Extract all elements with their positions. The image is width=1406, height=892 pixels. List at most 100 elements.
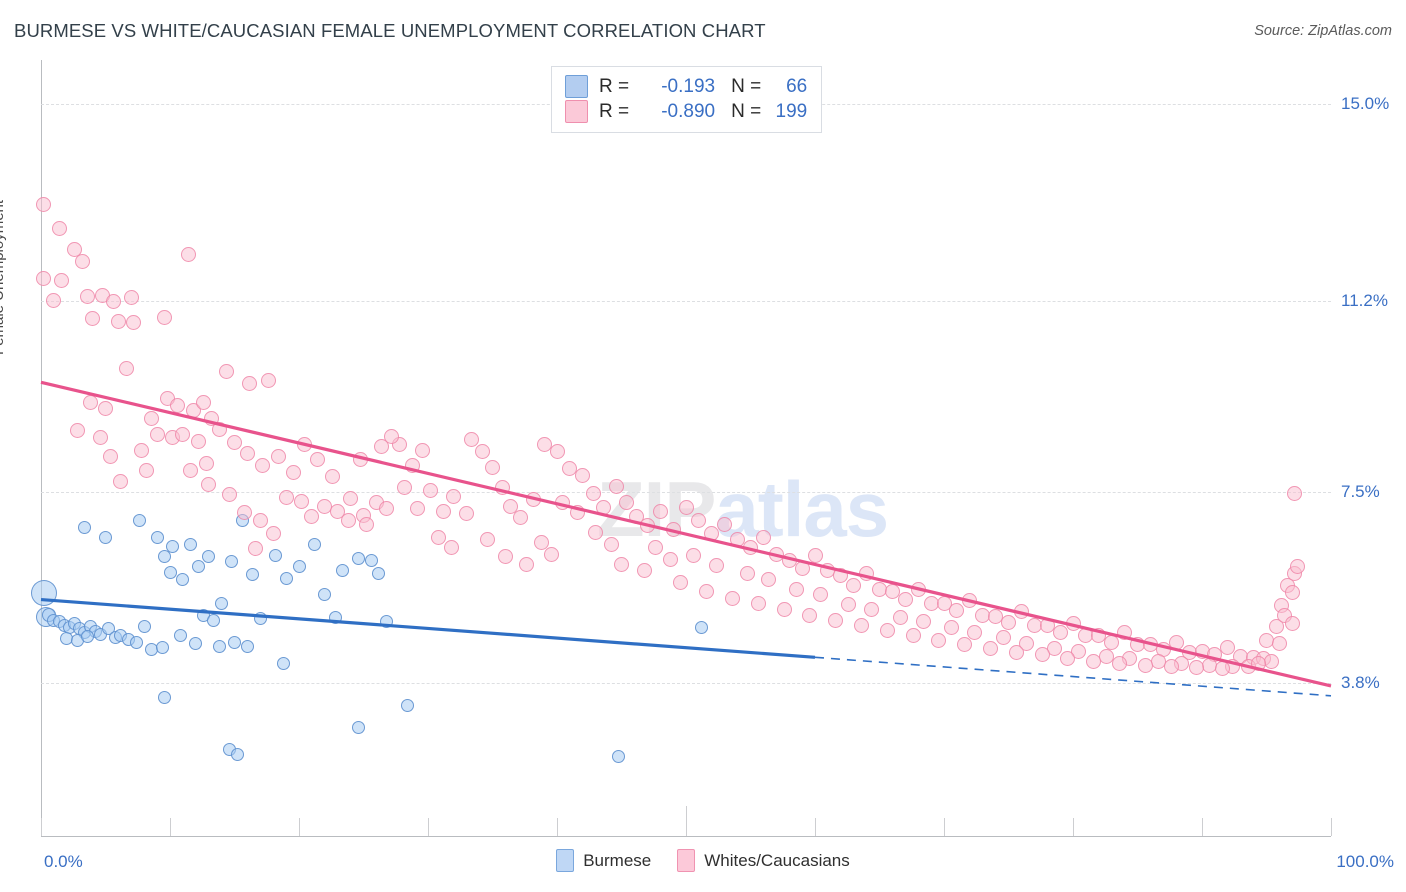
- scatter-point[interactable]: [380, 614, 394, 628]
- scatter-point[interactable]: [1271, 635, 1287, 651]
- scatter-point[interactable]: [1284, 616, 1300, 632]
- scatter-point[interactable]: [665, 521, 681, 537]
- scatter-point[interactable]: [1013, 604, 1029, 620]
- scatter-point[interactable]: [126, 314, 142, 330]
- scatter-point[interactable]: [351, 551, 365, 565]
- scatter-point[interactable]: [304, 509, 320, 525]
- scatter-point[interactable]: [1117, 625, 1133, 641]
- scatter-point[interactable]: [80, 630, 94, 644]
- scatter-point[interactable]: [802, 607, 818, 623]
- scatter-point[interactable]: [1168, 634, 1184, 650]
- scatter-point[interactable]: [910, 581, 926, 597]
- scatter-point[interactable]: [123, 289, 139, 305]
- scatter-point[interactable]: [1189, 660, 1205, 676]
- scatter-point[interactable]: [812, 586, 828, 602]
- scatter-point[interactable]: [495, 480, 511, 496]
- scatter-point[interactable]: [603, 537, 619, 553]
- scatter-point[interactable]: [129, 635, 143, 649]
- scatter-point[interactable]: [336, 564, 350, 578]
- scatter-point[interactable]: [570, 505, 586, 521]
- scatter-point[interactable]: [518, 556, 534, 572]
- scatter-point[interactable]: [750, 595, 766, 611]
- scatter-point[interactable]: [294, 493, 310, 509]
- scatter-point[interactable]: [554, 494, 570, 510]
- scatter-point[interactable]: [585, 485, 601, 501]
- scatter-point[interactable]: [944, 620, 960, 635]
- scatter-point[interactable]: [202, 550, 216, 564]
- scatter-point[interactable]: [443, 540, 459, 556]
- scatter-point[interactable]: [74, 254, 90, 270]
- scatter-point[interactable]: [372, 567, 386, 581]
- scatter-point[interactable]: [841, 597, 857, 613]
- scatter-point[interactable]: [92, 430, 108, 446]
- scatter-point[interactable]: [278, 489, 294, 505]
- scatter-point[interactable]: [309, 452, 325, 468]
- scatter-point[interactable]: [296, 436, 312, 452]
- scatter-point[interactable]: [134, 443, 150, 459]
- scatter-point[interactable]: [1052, 625, 1068, 641]
- scatter-point[interactable]: [36, 197, 52, 213]
- scatter-point[interactable]: [513, 510, 529, 526]
- scatter-point[interactable]: [183, 462, 199, 478]
- scatter-point[interactable]: [995, 630, 1011, 646]
- scatter-point[interactable]: [1289, 559, 1305, 575]
- scatter-point[interactable]: [446, 488, 462, 504]
- scatter-point[interactable]: [931, 633, 947, 649]
- scatter-point[interactable]: [619, 494, 635, 510]
- scatter-point[interactable]: [1251, 656, 1267, 672]
- scatter-point[interactable]: [1060, 651, 1076, 667]
- scatter-point[interactable]: [163, 565, 177, 579]
- scatter-point[interactable]: [98, 400, 113, 416]
- scatter-point[interactable]: [639, 518, 655, 534]
- scatter-point[interactable]: [225, 555, 239, 569]
- scatter-point[interactable]: [212, 639, 226, 653]
- scatter-point[interactable]: [1137, 657, 1153, 673]
- scatter-point[interactable]: [176, 573, 190, 587]
- scatter-point[interactable]: [423, 483, 439, 499]
- scatter-point[interactable]: [915, 613, 931, 629]
- scatter-point[interactable]: [105, 294, 121, 310]
- scatter-point[interactable]: [158, 691, 172, 705]
- scatter-point[interactable]: [99, 530, 112, 544]
- scatter-point[interactable]: [828, 612, 844, 628]
- scatter-point[interactable]: [110, 313, 126, 329]
- scatter-point[interactable]: [180, 246, 196, 262]
- scatter-point[interactable]: [150, 530, 164, 544]
- scatter-point[interactable]: [144, 411, 160, 426]
- scatter-point[interactable]: [663, 551, 679, 567]
- scatter-point[interactable]: [78, 520, 92, 534]
- scatter-point[interactable]: [694, 621, 708, 634]
- scatter-point[interactable]: [157, 309, 173, 325]
- scatter-point[interactable]: [807, 547, 823, 563]
- scatter-point[interactable]: [962, 593, 978, 609]
- scatter-point[interactable]: [255, 457, 271, 473]
- scatter-point[interactable]: [755, 529, 771, 545]
- scatter-point[interactable]: [30, 579, 57, 606]
- scatter-point[interactable]: [103, 449, 119, 465]
- scatter-point[interactable]: [637, 563, 653, 579]
- scatter-point[interactable]: [1111, 656, 1127, 672]
- scatter-point[interactable]: [415, 443, 431, 459]
- scatter-point[interactable]: [982, 640, 998, 656]
- scatter-point[interactable]: [340, 512, 356, 528]
- scatter-point[interactable]: [85, 311, 101, 327]
- scatter-point[interactable]: [113, 474, 129, 490]
- scatter-point[interactable]: [776, 602, 792, 618]
- scatter-point[interactable]: [859, 566, 875, 582]
- scatter-point[interactable]: [221, 487, 237, 503]
- scatter-point[interactable]: [260, 373, 276, 389]
- scatter-point[interactable]: [526, 492, 542, 508]
- scatter-point[interactable]: [588, 524, 604, 540]
- scatter-point[interactable]: [1284, 585, 1300, 601]
- scatter-point[interactable]: [69, 423, 85, 439]
- scatter-point[interactable]: [227, 435, 242, 451]
- scatter-point[interactable]: [1163, 659, 1179, 675]
- scatter-point[interactable]: [652, 504, 668, 520]
- scatter-point[interactable]: [544, 546, 560, 562]
- scatter-point[interactable]: [246, 568, 260, 582]
- scatter-point[interactable]: [242, 375, 258, 391]
- scatter-point[interactable]: [307, 538, 321, 552]
- scatter-point[interactable]: [892, 609, 908, 625]
- scatter-point[interactable]: [265, 525, 281, 541]
- scatter-point[interactable]: [400, 698, 414, 712]
